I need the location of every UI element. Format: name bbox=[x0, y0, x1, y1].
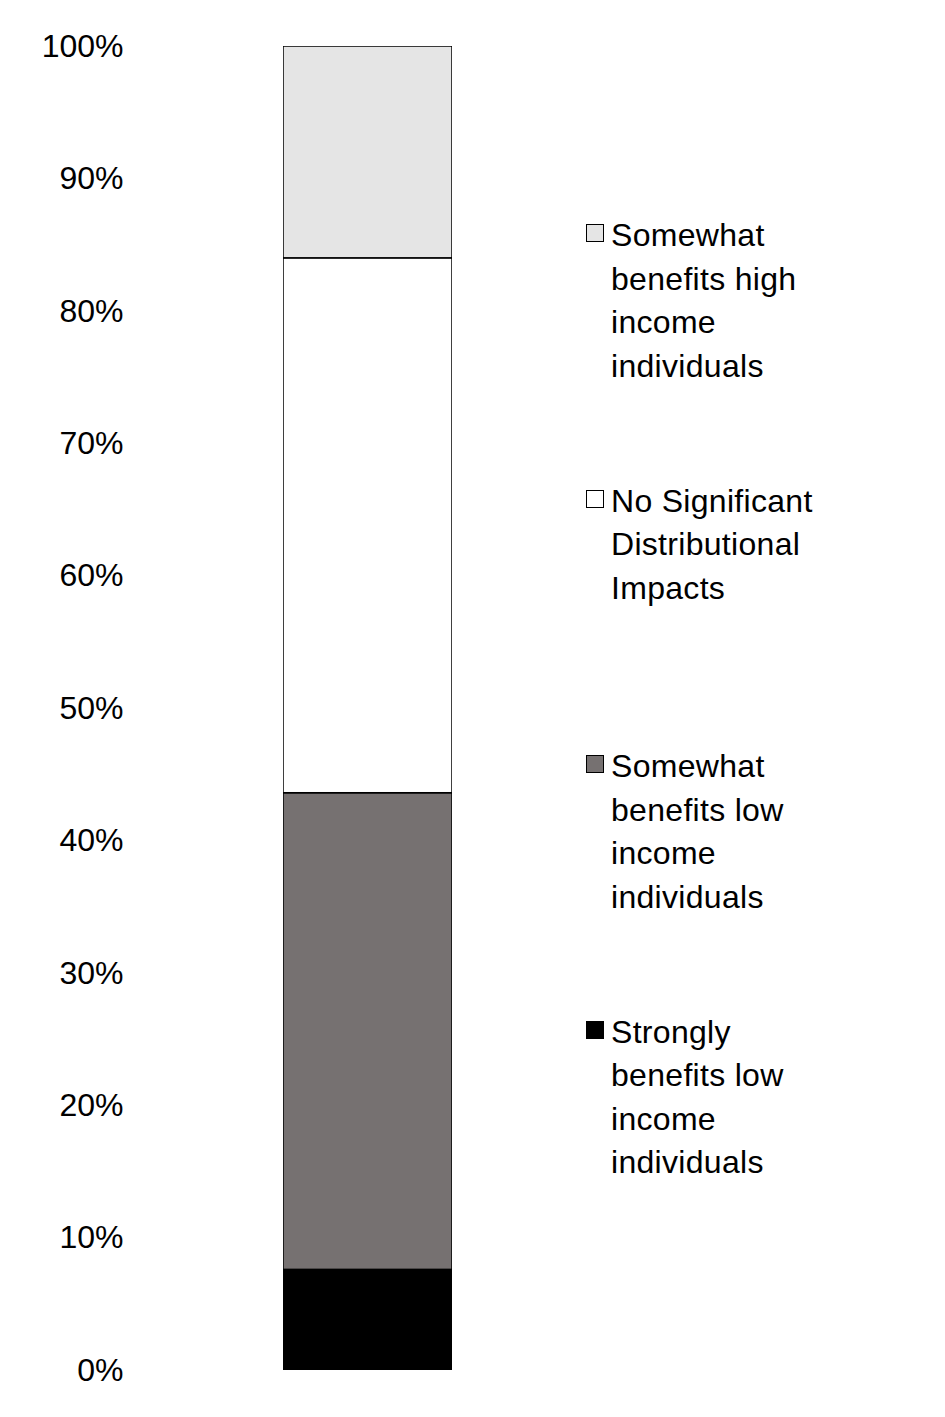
html-text:Somewhat benefits low income i: Somewhat benefits low income individuals bbox=[611, 748, 784, 915]
svg-text:50%: 50% bbox=[59, 690, 123, 726]
svg-text:100%: 100% bbox=[42, 28, 124, 64]
svg-text:0%: 0% bbox=[77, 1352, 123, 1388]
svg-text:60%: 60% bbox=[59, 557, 123, 593]
html-text:No Significant Distributional: No Significant Distributional Impacts bbox=[611, 482, 813, 606]
html-text:Somewhat benefits high income: Somewhat benefits high income individual… bbox=[611, 217, 797, 384]
svg-text:70%: 70% bbox=[59, 425, 123, 461]
svg-text:20%: 20% bbox=[59, 1087, 123, 1123]
html-text:Strongly benefits low income i: Strongly benefits low income individuals bbox=[611, 1013, 784, 1180]
svg-text:90%: 90% bbox=[59, 160, 123, 196]
svg-text:30%: 30% bbox=[59, 955, 123, 991]
svg-text:10%: 10% bbox=[59, 1219, 123, 1255]
svg-text:40%: 40% bbox=[59, 822, 123, 858]
svg-text:80%: 80% bbox=[59, 293, 123, 329]
